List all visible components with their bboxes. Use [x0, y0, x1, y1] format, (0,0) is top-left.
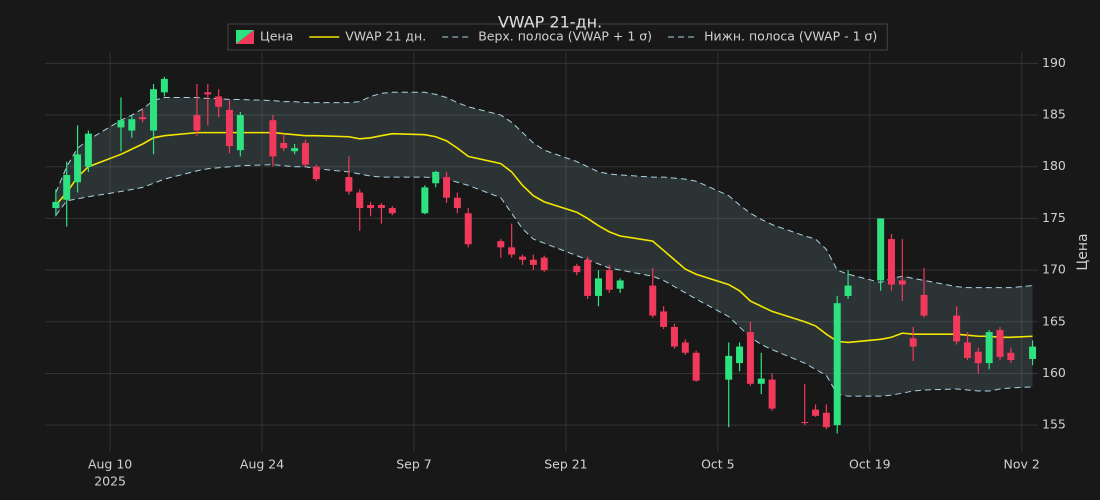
x-tick-label: Oct 5 [701, 457, 735, 472]
candle-body [963, 342, 971, 358]
candle-body [508, 247, 516, 255]
candle-body [464, 213, 472, 245]
legend-label: Верх. полоса (VWAP + 1 σ) [478, 29, 652, 44]
candle-body [974, 351, 982, 364]
candle-body [301, 142, 309, 165]
candle-body [616, 280, 624, 289]
x-tick-label: Nov 2 [1004, 457, 1040, 472]
candle-body [291, 148, 299, 152]
legend-swatch [236, 30, 254, 44]
candle-body [812, 409, 820, 416]
candle-body [736, 346, 744, 364]
plot-area [52, 76, 1037, 434]
candle-body [605, 270, 613, 290]
candle-body [584, 259, 592, 296]
candle-body [204, 92, 212, 95]
legend-label: Цена [260, 29, 293, 44]
candle-body [432, 171, 440, 184]
candle-body [594, 278, 602, 296]
candle-body [649, 285, 657, 316]
candle-body [117, 120, 125, 128]
x-tick-label: Sep 21 [544, 457, 587, 472]
y-tick-label: 180 [1042, 158, 1066, 173]
legend-label: Нижн. полоса (VWAP - 1 σ) [704, 29, 877, 44]
candle-body [1007, 352, 1015, 361]
candle-body [953, 315, 961, 342]
y-tick-label: 165 [1042, 313, 1066, 328]
candle-body [52, 201, 60, 209]
candle-body [573, 265, 581, 273]
candle-body [421, 187, 429, 214]
candle-body [150, 89, 158, 131]
legend: Цена VWAP 21 дн. Верх. полоса (VWAP + 1 σ)… [227, 23, 888, 51]
candle-body [84, 133, 92, 167]
candle-body [280, 142, 288, 149]
y-tick-label: 185 [1042, 107, 1066, 122]
y-tick-label: 190 [1042, 55, 1066, 70]
candle-body [757, 378, 765, 384]
candle-body [312, 166, 320, 180]
x-tick-label: Aug 10 [88, 457, 132, 472]
candle-body [139, 117, 147, 120]
candle-body [529, 259, 537, 265]
candle-body [269, 120, 277, 157]
candle-body [345, 177, 353, 192]
y-tick-label: 160 [1042, 365, 1066, 380]
band-fill [55, 92, 1033, 397]
x-tick-label: Aug 24 [240, 457, 284, 472]
candle-body [236, 115, 244, 151]
candle-body [225, 109, 233, 147]
candle-body [388, 208, 396, 214]
candle-body [215, 96, 223, 107]
candle-body [768, 379, 776, 409]
band-line [55, 164, 1033, 397]
grid [45, 52, 1038, 452]
candle-body [887, 239, 895, 285]
candle-body [692, 352, 700, 381]
candle-body [920, 294, 928, 316]
candle-body [801, 422, 809, 424]
candle-body [996, 330, 1004, 357]
legend-label: VWAP 21 дн. [345, 29, 426, 44]
candle-body [367, 204, 375, 209]
candle-body [877, 218, 885, 281]
y-tick-label: 155 [1042, 417, 1066, 432]
candle-body [540, 257, 548, 271]
candle-body [74, 154, 82, 183]
candle-body [898, 280, 906, 285]
candle-body [844, 285, 852, 296]
candle-body [128, 119, 136, 131]
candle-body [356, 192, 364, 209]
candle-body [725, 355, 733, 380]
candle-body [909, 338, 917, 347]
candle-body [833, 303, 841, 426]
candle-body [443, 177, 451, 198]
y-tick-label: 175 [1042, 210, 1066, 225]
candle-body [660, 311, 668, 327]
y-axis-title: Цена [1075, 233, 1091, 270]
candle-body [822, 412, 830, 428]
candle-body [670, 326, 678, 347]
candle-body [160, 78, 168, 93]
candle-body [377, 204, 385, 209]
y-tick-label: 170 [1042, 262, 1066, 277]
candle-body [681, 342, 689, 353]
candle-body [497, 241, 505, 248]
candle-body [63, 174, 71, 200]
candle-body [453, 197, 461, 209]
x-tick-label: Sep 7 [396, 457, 432, 472]
axes: 155 160 165 170 175 180 185 190 Aug 10 2025 Aug 24… [88, 55, 1091, 489]
candle-body [1029, 346, 1037, 359]
x-year-label: 2025 [94, 474, 126, 489]
vwap-line [55, 131, 1033, 344]
candle-body [519, 256, 527, 260]
x-tick-label: Oct 19 [849, 457, 891, 472]
candle-body [985, 332, 993, 364]
candle-body [746, 332, 754, 384]
candle-body [193, 115, 201, 131]
chart-title: VWAP 21-дн. [498, 13, 602, 32]
